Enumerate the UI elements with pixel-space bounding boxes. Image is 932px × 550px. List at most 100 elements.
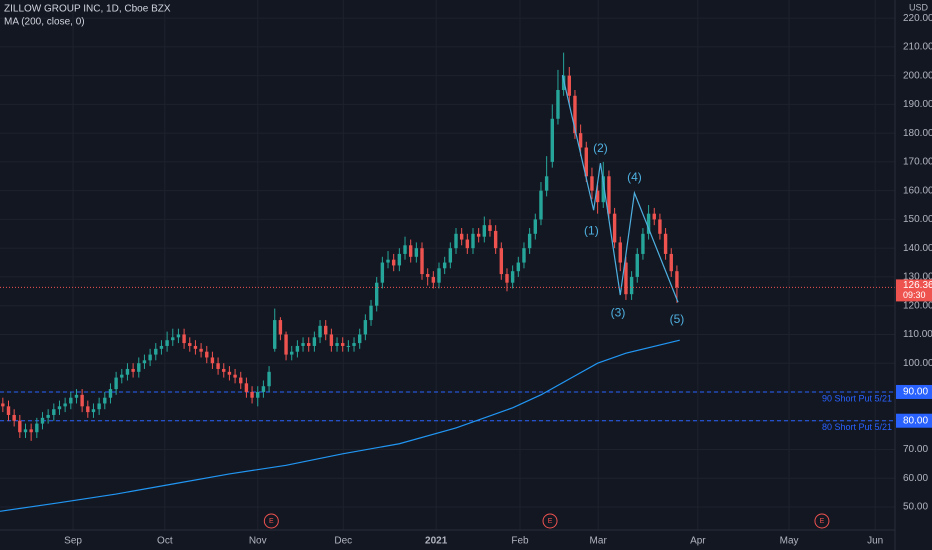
candle-body — [488, 225, 492, 231]
x-tick-label: Nov — [249, 536, 267, 547]
candle-body — [561, 75, 566, 91]
wave-line — [561, 74, 679, 303]
candle-body — [171, 337, 175, 341]
candle-body — [567, 75, 571, 96]
candle-body — [148, 354, 152, 361]
candle-body — [658, 219, 662, 234]
candle-body — [442, 262, 447, 269]
candle-body — [403, 245, 407, 254]
candle-body — [578, 133, 583, 148]
candle-body — [6, 406, 11, 415]
y-tick-label: 50.00 — [903, 502, 928, 513]
y-tick-label: 210.00 — [903, 42, 932, 53]
candle-body — [380, 262, 385, 283]
candle-body — [329, 334, 334, 346]
x-tick-label: Dec — [334, 536, 352, 547]
currency: USD — [909, 2, 929, 12]
candle-body — [12, 414, 16, 421]
candle-body — [40, 417, 45, 424]
candle-body — [216, 363, 220, 369]
candle-body — [278, 320, 283, 335]
candle-body — [318, 325, 322, 338]
candle-body — [550, 118, 554, 162]
candle-body — [352, 343, 356, 346]
wave-label: (3) — [611, 305, 626, 319]
wave-label: (5) — [670, 312, 685, 326]
x-tick-label: Sep — [64, 536, 82, 547]
candle-body — [91, 409, 96, 413]
candle-body — [663, 233, 668, 254]
candle-body — [612, 213, 617, 243]
candle-body — [120, 374, 124, 378]
candle-body — [420, 248, 424, 275]
candle-body — [131, 368, 135, 372]
y-tick-label: 130.00 — [903, 272, 932, 283]
candle-body — [584, 147, 588, 177]
y-tick-label: 180.00 — [903, 128, 932, 139]
candle-body — [374, 282, 379, 306]
candle-body — [188, 343, 192, 346]
candle-body — [425, 274, 430, 277]
candle-body — [522, 248, 526, 263]
wave-label: (1) — [584, 223, 599, 237]
countdown-label: 09:30 — [903, 290, 926, 300]
candle-body — [227, 371, 232, 375]
candle-body — [369, 305, 373, 321]
x-tick-label: Oct — [157, 536, 173, 547]
candle-body — [516, 262, 521, 272]
candle-body — [256, 391, 260, 398]
candle-body — [97, 403, 101, 410]
candle-body — [290, 351, 294, 355]
candle-body — [533, 219, 537, 234]
candle-body — [165, 340, 169, 346]
candle-body — [210, 357, 215, 364]
candle-body — [556, 90, 560, 119]
candle-body — [363, 320, 368, 335]
earnings-marker — [263, 513, 279, 529]
earnings-label: E — [269, 518, 274, 525]
candle-body — [573, 95, 577, 134]
price-tag-label: 90.00 — [903, 387, 928, 398]
candle-body — [1, 403, 5, 407]
candle-body — [669, 253, 673, 272]
candle-body — [154, 348, 158, 355]
candle-body — [193, 345, 198, 349]
wave-label: (2) — [593, 141, 608, 155]
candle-body — [493, 230, 498, 249]
candle-body — [46, 414, 50, 418]
candle-body — [459, 233, 464, 240]
candle-body — [63, 403, 67, 407]
candle-body — [69, 397, 73, 404]
candle-body — [86, 406, 90, 413]
indicator-label: MA (200, close, 0) — [4, 17, 85, 28]
candle-body — [454, 233, 458, 249]
candle-body — [646, 213, 651, 234]
candle-body — [414, 248, 419, 257]
x-tick-label: May — [780, 536, 799, 547]
candle-body — [629, 276, 634, 295]
last-price-label: 126.36 — [903, 280, 932, 291]
candle-body — [607, 176, 611, 214]
price-tag — [896, 413, 932, 428]
earnings-label: E — [820, 518, 825, 525]
candle-body — [499, 248, 504, 275]
candle-body — [476, 233, 481, 237]
horizontal-line-label: 90 Short Put 5/21 — [822, 393, 892, 403]
y-tick-label: 70.00 — [903, 444, 928, 455]
candle-body — [505, 274, 509, 283]
x-tick-label: Mar — [590, 536, 608, 547]
candle-body — [397, 253, 402, 266]
candle-body — [386, 259, 390, 263]
candle-body — [307, 343, 311, 346]
candle-body — [52, 409, 56, 415]
price-tag-label: 80.00 — [903, 415, 928, 426]
candle-body — [244, 383, 249, 392]
candle-body — [465, 239, 470, 249]
candle-body — [108, 389, 113, 398]
candle-body — [437, 268, 441, 283]
candle-body — [239, 377, 243, 384]
y-tick-label: 140.00 — [903, 243, 932, 254]
candle-body — [312, 337, 317, 346]
last-price-tag — [896, 279, 932, 302]
